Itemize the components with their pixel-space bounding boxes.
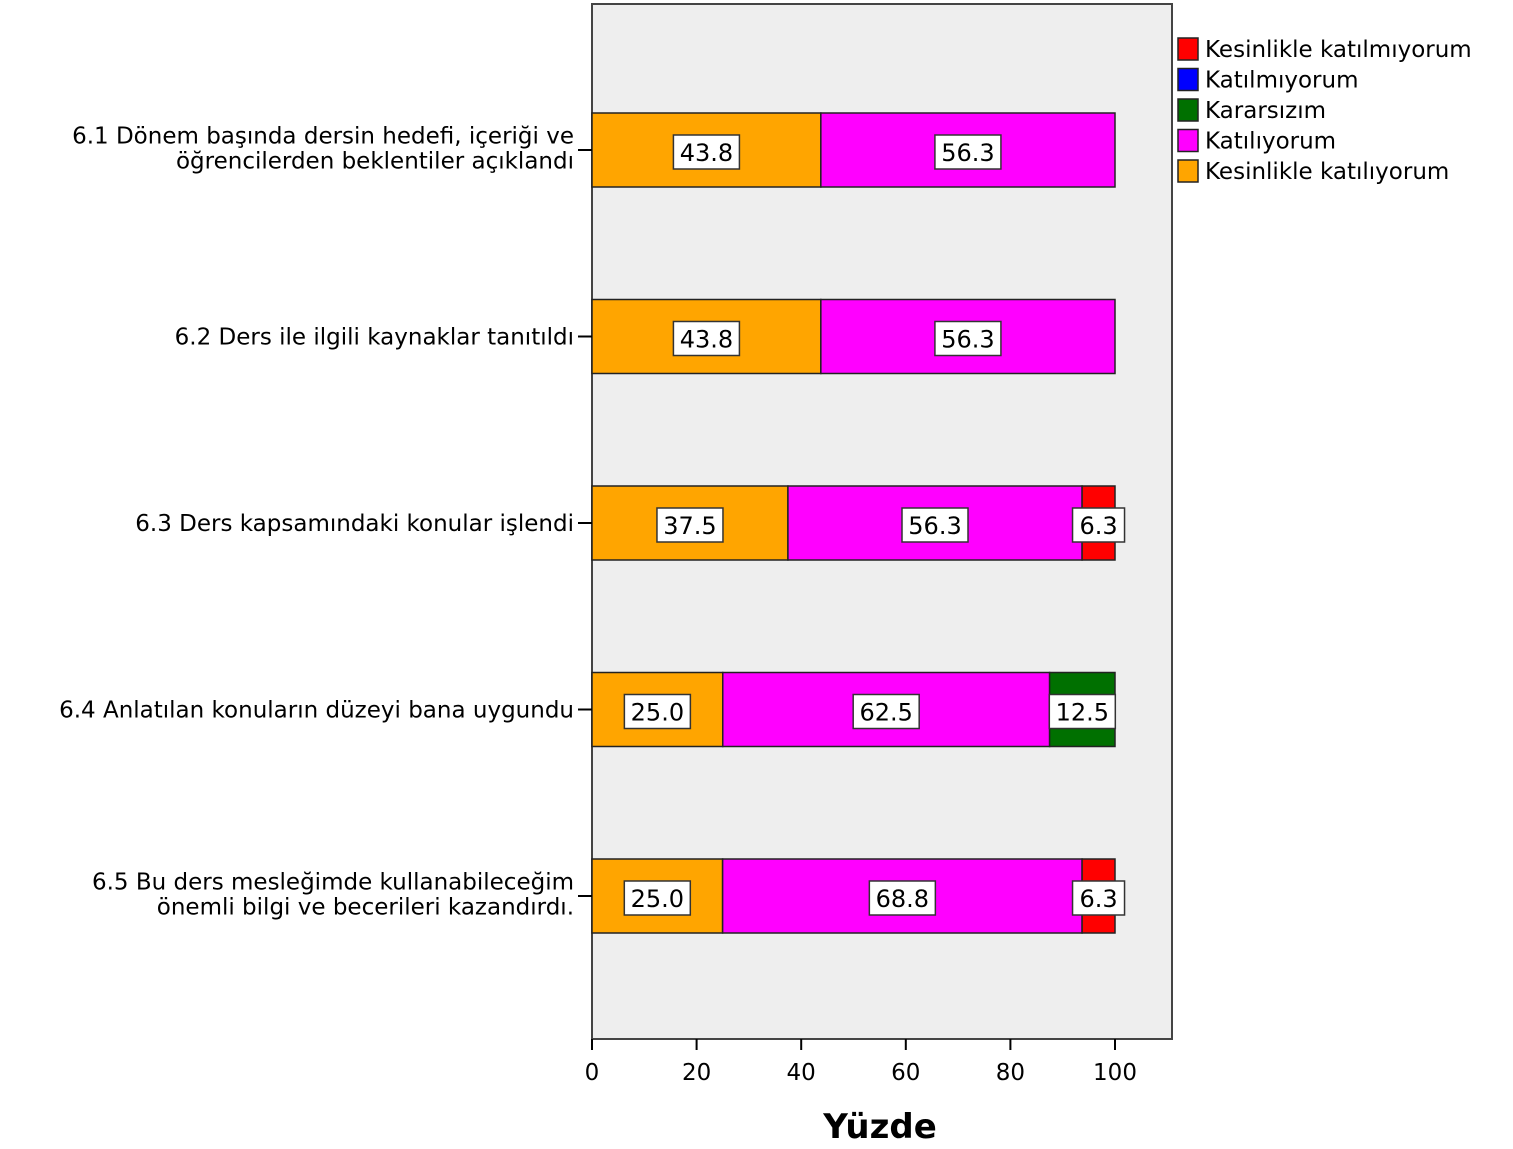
data-label-box	[672, 134, 741, 170]
category-label: 6.4 Anlatılan konuların düzeyi bana uygu…	[59, 698, 574, 724]
x-tick-label: 80	[996, 1060, 1025, 1086]
bars-layer	[591, 112, 1116, 934]
category-label: 6.2 Ders ile ilgili kaynaklar tanıtıldı	[175, 325, 574, 351]
category-label: öğrencilerden beklentiler açıklandı	[176, 149, 574, 175]
data-label: 6.3	[1071, 880, 1126, 916]
data-label-value: 37.5	[663, 512, 716, 540]
data-label-box	[623, 693, 692, 730]
legend-swatch	[1177, 37, 1199, 61]
x-axis-title: Yüzde	[822, 1107, 937, 1147]
data-label: 37.5	[656, 507, 724, 543]
data-label: 56.3	[901, 507, 969, 543]
x-tick-label: 20	[682, 1060, 711, 1086]
data-label-value: 68.8	[876, 885, 929, 913]
data-label-box	[901, 507, 969, 543]
data-label-value: 6.3	[1079, 885, 1117, 913]
x-tick-label: 40	[787, 1060, 816, 1086]
data-label-value: 6.3	[1079, 512, 1117, 540]
legend-swatch	[1177, 128, 1199, 153]
legend-label: Kesinlikle katılıyorum	[1205, 159, 1449, 185]
data-label-box	[852, 693, 920, 730]
data-label-value: 62.5	[859, 699, 912, 727]
data-label: 6.3	[1071, 507, 1126, 543]
x-tick-label: 0	[585, 1060, 600, 1086]
data-label-value: 25.0	[631, 699, 684, 727]
data-label-value: 56.3	[908, 512, 961, 540]
legend-label: Kararsızım	[1205, 98, 1326, 124]
category-labels: 6.1 Dönem başında dersin hedefi, içeriği…	[59, 124, 592, 921]
data-labels-layer: 43.8 56.3 43.8 56.3 37.5 56.3 6.3 25.0 62.5 12.5 2…	[623, 134, 1126, 916]
data-label-box	[623, 880, 692, 916]
data-label: 62.5	[852, 693, 920, 730]
legend-swatch	[1177, 159, 1199, 183]
data-label-box	[1048, 693, 1117, 730]
category-label: önemli bilgi ve becerileri kazandırdı.	[157, 895, 574, 921]
category-label: 6.1 Dönem başında dersin hedefi, içeriği…	[72, 124, 574, 150]
data-label: 25.0	[623, 693, 692, 730]
data-label-box	[868, 880, 937, 916]
data-label-box	[934, 320, 1002, 357]
data-label: 56.3	[934, 320, 1002, 357]
data-label-value: 12.5	[1056, 699, 1109, 727]
data-label-value: 43.8	[680, 139, 733, 167]
legend-swatch	[1177, 98, 1199, 122]
category-label: 6.3 Ders kapsamındaki konular işlendi	[135, 511, 574, 537]
data-label-value: 25.0	[631, 885, 684, 913]
data-label-box	[656, 507, 724, 543]
data-label: 25.0	[623, 880, 692, 916]
data-label: 43.8	[672, 320, 741, 357]
data-label-box	[672, 320, 741, 357]
data-label-value: 43.8	[680, 326, 733, 354]
data-label: 68.8	[868, 880, 937, 916]
data-label-box	[934, 134, 1002, 170]
legend: Kesinlikle katılmıyorum Katılmıyorum Karar…	[1177, 37, 1472, 185]
data-label: 12.5	[1048, 693, 1117, 730]
legend-swatch	[1177, 67, 1199, 92]
category-label: 6.5 Bu ders mesleğimde kullanabileceğim	[92, 870, 574, 896]
data-label-value: 56.3	[941, 139, 994, 167]
data-label: 56.3	[934, 134, 1002, 170]
data-label: 43.8	[672, 134, 741, 170]
data-label-box	[1071, 880, 1126, 916]
legend-label: Kesinlikle katılmıyorum	[1205, 37, 1472, 63]
x-tick-label: 60	[891, 1060, 920, 1086]
data-label-value: 56.3	[941, 326, 994, 354]
x-axis: 0 20 40 60 80 100	[585, 1039, 1137, 1086]
legend-label: Katılıyorum	[1205, 129, 1336, 155]
legend-label: Katılmıyorum	[1205, 68, 1359, 94]
x-tick-label: 100	[1093, 1060, 1137, 1086]
data-label-box	[1071, 507, 1126, 543]
